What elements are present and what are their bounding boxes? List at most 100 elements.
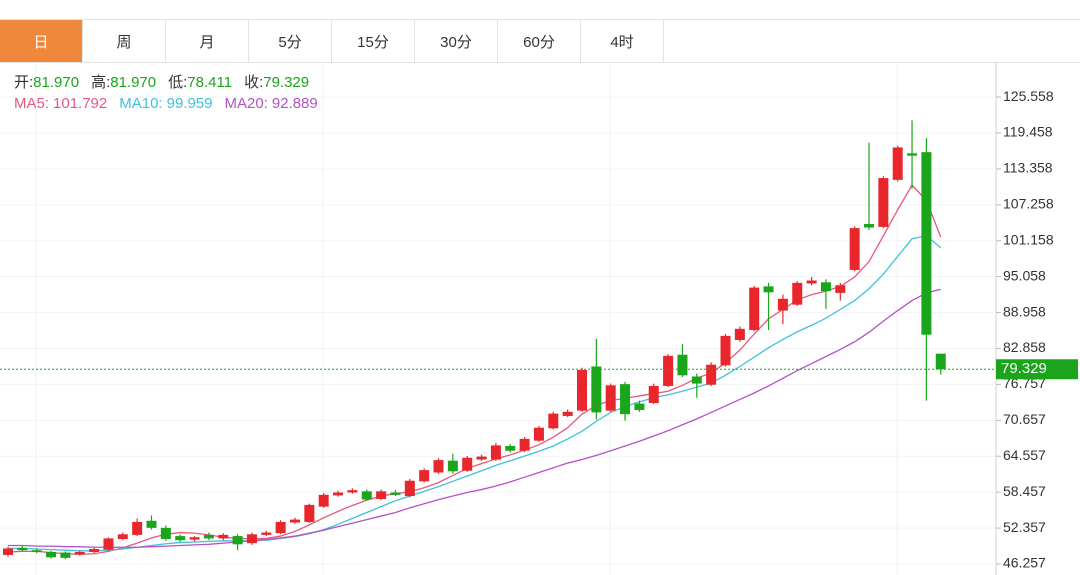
candle-body bbox=[591, 366, 602, 413]
candle-body bbox=[806, 280, 817, 284]
tab-bar: 日周月 5分 15分 30分 60分 4时 bbox=[0, 19, 1080, 63]
candle-body bbox=[275, 521, 286, 534]
candle-body bbox=[447, 460, 458, 472]
candle-body bbox=[246, 534, 257, 544]
current-price-tag bbox=[996, 359, 1078, 380]
quote-label: 开: bbox=[14, 74, 34, 91]
candle-body bbox=[218, 534, 229, 539]
info-panel: 开:81.970 高:81.970 低:78.411 收:79.329 MA5: 101… bbox=[14, 72, 330, 114]
quote-value: 81.970 bbox=[110, 74, 157, 91]
candle-body bbox=[878, 178, 889, 227]
candle-body bbox=[777, 298, 788, 311]
current-price-label: 79.329 bbox=[1001, 360, 1047, 377]
y-tick-label: 88.958 bbox=[1003, 303, 1046, 319]
candle-body bbox=[31, 550, 42, 552]
quote-label: 高: bbox=[91, 74, 111, 91]
candle-body bbox=[462, 457, 473, 471]
candle-body bbox=[132, 521, 143, 535]
candle-body bbox=[404, 480, 415, 497]
candle-body bbox=[361, 491, 372, 500]
legend-value: 101.792 bbox=[53, 95, 108, 112]
candle-body bbox=[663, 355, 674, 386]
y-tick-label: 70.657 bbox=[1003, 411, 1046, 427]
candle-body bbox=[749, 287, 760, 330]
candle-body bbox=[419, 470, 430, 482]
tab[interactable]: 4时 bbox=[581, 20, 664, 62]
candle-body bbox=[634, 403, 645, 411]
candle-body bbox=[849, 228, 860, 270]
candle-body bbox=[907, 153, 918, 156]
candle-body bbox=[892, 147, 903, 180]
candle-body bbox=[160, 527, 171, 540]
y-tick-label: 113.358 bbox=[1003, 160, 1053, 176]
candle-body bbox=[677, 354, 688, 376]
tab[interactable]: 30分 bbox=[415, 20, 498, 62]
candle-body bbox=[548, 413, 559, 429]
legend-value: 99.959 bbox=[166, 95, 213, 112]
candle-body bbox=[706, 364, 717, 385]
tab[interactable]: 周 bbox=[83, 20, 166, 62]
legend-name: MA20: bbox=[224, 95, 268, 112]
candle-body bbox=[261, 532, 272, 535]
candle-body bbox=[835, 285, 846, 293]
tab[interactable]: 日 bbox=[0, 20, 83, 62]
tab[interactable]: 60分 bbox=[498, 20, 581, 62]
y-tick-label: 125.558 bbox=[1003, 88, 1054, 104]
candle-body bbox=[935, 353, 946, 370]
candle-body bbox=[376, 491, 387, 499]
candle-body bbox=[347, 490, 358, 493]
y-tick-label: 107.258 bbox=[1003, 196, 1054, 212]
legend-name: MA5: bbox=[14, 95, 50, 112]
candle-body bbox=[505, 445, 516, 451]
candle-body bbox=[533, 427, 544, 441]
tab[interactable]: 15分 bbox=[332, 20, 415, 62]
tab[interactable]: 月 bbox=[166, 20, 249, 62]
candle-body bbox=[146, 520, 157, 528]
candle-body bbox=[648, 385, 659, 403]
quote-value: 79.329 bbox=[263, 74, 310, 91]
y-tick-label: 52.357 bbox=[1003, 519, 1046, 535]
candle-body bbox=[103, 538, 114, 550]
candle-body bbox=[864, 223, 874, 228]
candle-body bbox=[333, 492, 344, 496]
quote-line: 开:81.970 高:81.970 低:78.411 收:79.329 bbox=[14, 72, 330, 93]
candle-body bbox=[46, 551, 57, 558]
candle-body bbox=[605, 385, 616, 411]
candle-body bbox=[290, 519, 300, 523]
y-tick-label: 64.557 bbox=[1003, 447, 1046, 463]
candle-body bbox=[60, 552, 71, 558]
candle-body bbox=[519, 438, 530, 451]
candle-body bbox=[3, 548, 13, 555]
candle-body bbox=[720, 335, 731, 366]
candle-body bbox=[318, 494, 329, 507]
candle-body bbox=[189, 537, 200, 540]
y-tick-label: 82.858 bbox=[1003, 339, 1046, 355]
quote-label: 收: bbox=[244, 74, 264, 91]
y-tick-label: 95.058 bbox=[1003, 267, 1046, 283]
tab[interactable]: 5分 bbox=[249, 20, 332, 62]
ma-line bbox=[8, 288, 941, 548]
candle-body bbox=[476, 456, 487, 460]
candle-body bbox=[763, 286, 774, 293]
candle-body bbox=[433, 460, 444, 473]
y-tick-label: 101.158 bbox=[1003, 231, 1054, 247]
candle-body bbox=[304, 504, 315, 522]
candle-body bbox=[792, 282, 803, 305]
candle-body bbox=[203, 534, 214, 539]
candle-body bbox=[117, 534, 128, 540]
quote-value: 78.411 bbox=[187, 74, 233, 91]
legend-name: MA10: bbox=[119, 95, 163, 112]
legend: MA5: 101.792 MA10: 99.959 MA20: 92.889 bbox=[14, 93, 330, 114]
candle-body bbox=[74, 551, 85, 555]
candle-body bbox=[734, 328, 745, 340]
candle-body bbox=[232, 536, 243, 545]
candle-body bbox=[820, 282, 831, 292]
candle-body bbox=[175, 536, 186, 541]
y-tick-label: 58.457 bbox=[1003, 483, 1046, 499]
candle-body bbox=[620, 384, 631, 415]
candle-body bbox=[921, 152, 932, 335]
candle-body bbox=[691, 376, 702, 384]
candle-body bbox=[490, 445, 501, 460]
legend-value: 92.889 bbox=[271, 95, 318, 112]
